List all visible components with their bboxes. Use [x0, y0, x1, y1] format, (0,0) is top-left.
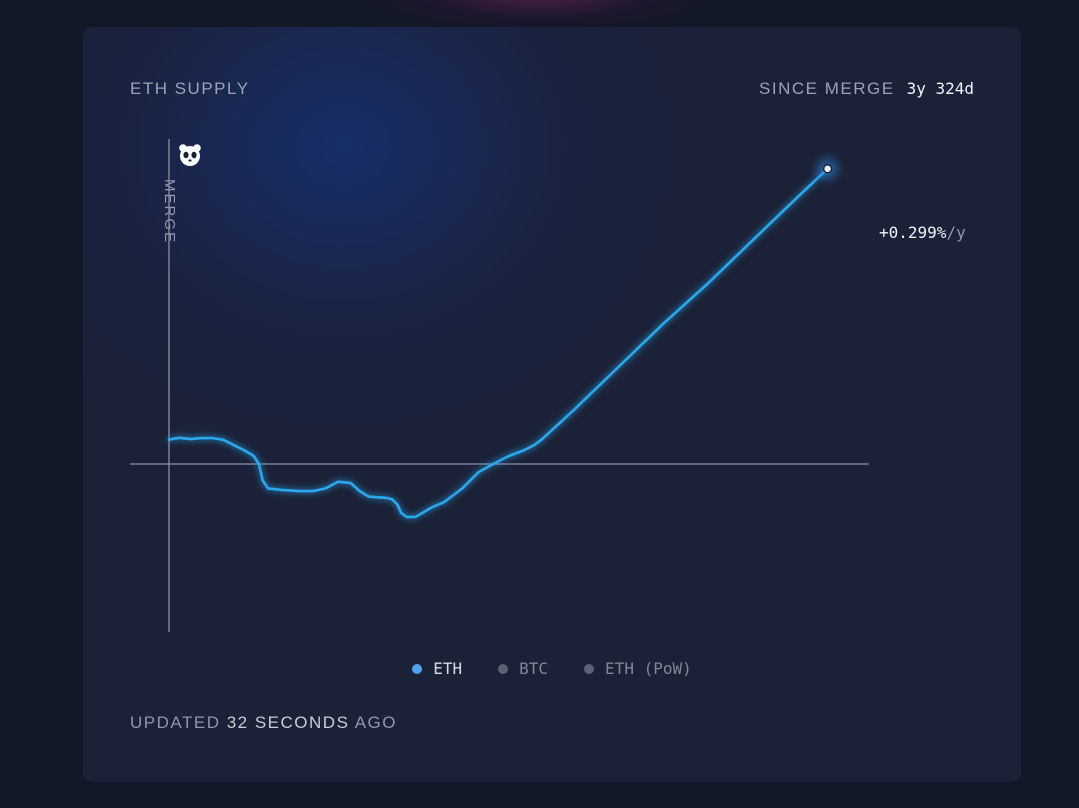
supply-rate: +0.299%/y: [879, 223, 966, 242]
legend-dot-eth: [412, 663, 423, 674]
updated-suffix: AGO: [349, 713, 397, 732]
legend-item-btc[interactable]: BTC: [498, 659, 548, 678]
updated-count: 32: [226, 713, 249, 732]
since-merge-label: SINCE MERGE: [759, 79, 895, 98]
chart-title: ETH SUPPLY: [130, 79, 250, 98]
eth-supply-card: ETH SUPPLY SINCE MERGE 3y 324d: [83, 27, 1021, 782]
legend-item-eth-pow[interactable]: ETH (PoW): [584, 659, 692, 678]
supply-chart: [130, 139, 869, 632]
end-point-marker: [822, 164, 833, 174]
legend-dot-eth-pow: [584, 663, 595, 674]
legend-label-btc: BTC: [519, 659, 549, 678]
panda-icon: [179, 144, 201, 166]
updated-status: UPDATED 32 SECONDS AGO: [130, 713, 397, 733]
updated-unit: SECONDS: [248, 713, 350, 732]
merge-label: MERGE: [161, 179, 178, 245]
legend-label-eth: ETH: [433, 659, 463, 678]
eth-supply-line: [167, 167, 829, 519]
supply-rate-unit: /y: [946, 223, 966, 242]
legend-dot-btc: [498, 663, 509, 674]
legend-item-eth[interactable]: ETH: [412, 659, 462, 678]
chart-legend: ETH BTC ETH (PoW): [83, 659, 1021, 678]
background-glow: [370, 0, 710, 30]
legend-label-eth-pow: ETH (PoW): [605, 659, 692, 678]
supply-rate-value: +0.299%: [879, 223, 947, 242]
since-merge: SINCE MERGE 3y 324d: [759, 79, 974, 99]
since-merge-value: 3y 324d: [906, 79, 974, 98]
updated-prefix: UPDATED: [130, 713, 227, 732]
